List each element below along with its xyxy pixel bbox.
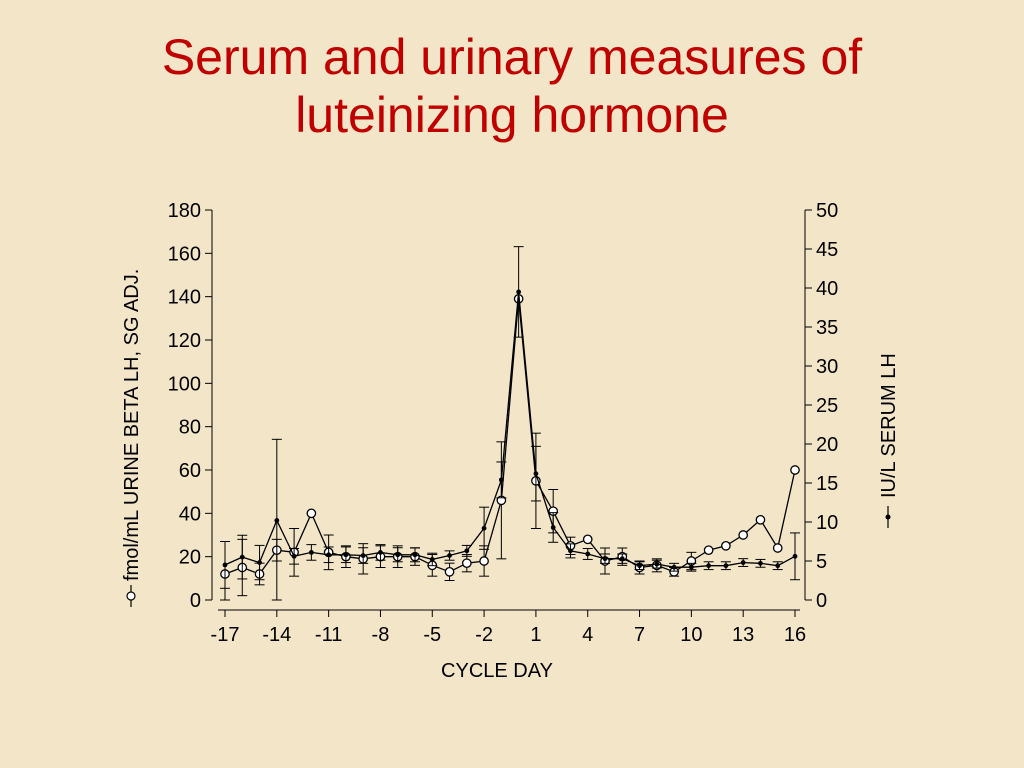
data-point-open <box>790 465 800 475</box>
data-point-filled <box>550 525 556 530</box>
series-line <box>224 291 796 568</box>
series-1 <box>220 246 800 601</box>
left-y-tick-label: 180 <box>168 200 201 222</box>
x-tick-label: 7 <box>634 624 645 646</box>
right-y-axis-label: IU/L SERUM LH <box>878 353 900 498</box>
left-y-tick-label: 40 <box>179 503 201 525</box>
data-point-filled <box>308 550 314 555</box>
data-point-filled <box>671 564 677 570</box>
data-point-filled <box>585 551 591 557</box>
left-y-tick-label: 100 <box>168 373 201 395</box>
data-point-filled <box>429 557 435 562</box>
data-point-filled <box>378 550 383 555</box>
data-point-filled <box>498 477 504 483</box>
data-point-filled <box>533 471 539 477</box>
data-point-filled <box>222 562 228 568</box>
left-y-tick-label: 0 <box>190 590 201 612</box>
data-point-filled <box>516 289 522 295</box>
x-tick-label: 16 <box>784 624 806 646</box>
left-y-ticks: 0 20 40 60 80 100 120 140 160 180 <box>168 200 212 612</box>
x-tick-label: 13 <box>732 624 754 646</box>
data-point-filled <box>602 556 608 562</box>
right-y-axis-label-group: IU/L SERUM LH <box>878 353 900 528</box>
data-point-filled <box>343 552 349 558</box>
left-legend-marker <box>126 591 136 601</box>
data-point-filled <box>360 553 366 558</box>
series-line <box>224 298 796 575</box>
data-point-filled <box>257 560 262 565</box>
x-tick-label: -14 <box>262 624 291 646</box>
x-tick-label: 4 <box>582 624 593 646</box>
data-point-open <box>461 558 472 569</box>
data-point-filled <box>775 563 781 569</box>
data-point-filled <box>447 553 452 558</box>
right-y-tick-label: 45 <box>816 239 838 261</box>
x-tick-label: 10 <box>680 624 702 646</box>
data-point-filled <box>654 561 660 567</box>
data-point-filled <box>395 552 401 558</box>
right-y-tick-label: 5 <box>816 551 827 573</box>
data-point-filled <box>239 554 245 560</box>
left-y-tick-label: 120 <box>168 330 201 352</box>
left-y-tick-label: 160 <box>168 243 201 265</box>
series-area <box>220 246 800 601</box>
right-y-tick-label: 35 <box>816 317 838 339</box>
right-y-tick-label: 15 <box>816 473 838 495</box>
data-point-open <box>444 566 455 577</box>
left-y-tick-label: 140 <box>168 287 201 309</box>
x-axis-label: CYCLE DAY <box>441 660 553 682</box>
data-point-open <box>582 534 593 545</box>
right-y-ticks: 0 5 10 15 20 25 30 35 40 45 50 <box>805 200 838 612</box>
data-point-filled <box>326 552 332 558</box>
data-point-filled <box>792 553 798 559</box>
x-ticks: -17 -14 -11 -8 -5 -2 1 4 7 10 13 16 <box>211 610 806 646</box>
data-point-open <box>703 545 714 556</box>
data-point-filled <box>274 518 280 523</box>
data-point-filled <box>637 563 642 569</box>
data-point-open <box>772 543 783 553</box>
data-point-open <box>479 556 489 566</box>
left-y-tick-label: 20 <box>179 547 201 569</box>
data-point-open <box>721 540 731 551</box>
right-y-tick-label: 50 <box>816 200 838 222</box>
data-point-filled <box>568 548 573 554</box>
series-0 <box>220 293 800 601</box>
data-point-filled <box>706 563 712 569</box>
slide-title-line-1: Serum and urinary measures of <box>161 29 863 85</box>
right-y-tick-label: 10 <box>816 512 838 534</box>
x-tick-label: -2 <box>475 624 493 646</box>
x-tick-label: -8 <box>372 624 390 646</box>
data-point-filled <box>464 548 470 554</box>
x-tick-label: -11 <box>315 624 342 646</box>
left-y-tick-label: 80 <box>179 417 201 439</box>
data-point-filled <box>619 556 625 562</box>
data-point-filled <box>481 525 487 531</box>
data-point-filled <box>688 564 694 570</box>
data-point-filled <box>412 552 418 558</box>
data-point-open <box>755 514 766 525</box>
data-point-filled <box>291 553 297 559</box>
left-y-axis-label: fmol/mL URINE BETA LH, SG ADJ. <box>121 269 143 581</box>
x-tick-label: -5 <box>423 624 441 646</box>
right-y-tick-label: 20 <box>816 434 838 456</box>
x-tick-label: -17 <box>211 624 240 646</box>
slide-title-line-2: luteinizing hormone <box>295 87 729 143</box>
data-point-open <box>738 530 749 540</box>
right-legend-marker <box>885 514 891 520</box>
x-tick-label: 1 <box>530 624 541 646</box>
left-y-tick-label: 60 <box>179 460 201 482</box>
left-y-axis-label-group: fmol/mL URINE BETA LH, SG ADJ. <box>121 269 143 607</box>
data-point-open <box>306 508 317 519</box>
data-point-filled <box>723 563 729 569</box>
right-y-tick-label: 25 <box>816 395 838 417</box>
right-y-tick-label: 0 <box>816 590 827 612</box>
slide-title: Serum and urinary measures of luteinizin… <box>0 28 1024 144</box>
data-point-filled <box>740 560 746 565</box>
right-y-tick-label: 40 <box>816 278 838 300</box>
data-point-filled <box>758 560 763 566</box>
right-y-tick-label: 30 <box>816 356 838 378</box>
